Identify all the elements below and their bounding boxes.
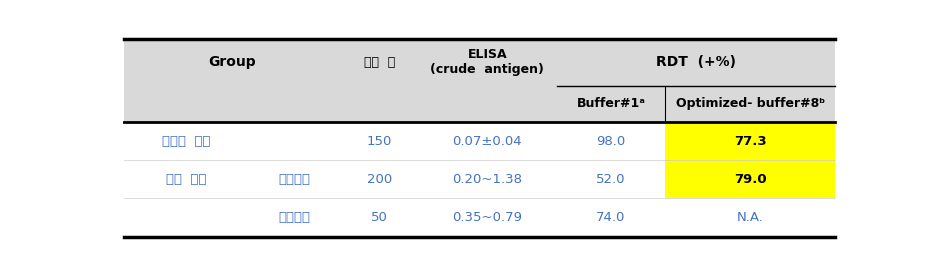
Bar bbox=[124, 198, 835, 237]
Bar bbox=[665, 122, 835, 160]
Text: 고유행지: 고유행지 bbox=[278, 211, 310, 224]
Text: RDT  (+%): RDT (+%) bbox=[656, 55, 736, 69]
Text: 혈청  수: 혈청 수 bbox=[363, 56, 395, 69]
Bar bbox=[124, 39, 835, 122]
Text: 0.07±0.04: 0.07±0.04 bbox=[453, 135, 522, 148]
Text: ELISA
(crude  antigen): ELISA (crude antigen) bbox=[431, 48, 545, 76]
Text: 98.0: 98.0 bbox=[596, 135, 625, 148]
Text: 일반인  혈청: 일반인 혈청 bbox=[162, 135, 211, 148]
Text: 77.3: 77.3 bbox=[734, 135, 767, 148]
Text: 표준혈청: 표준혈청 bbox=[278, 173, 310, 186]
Text: 79.0: 79.0 bbox=[734, 173, 767, 186]
Text: 0.20~1.38: 0.20~1.38 bbox=[452, 173, 522, 186]
Text: 양성  혈청: 양성 혈청 bbox=[166, 173, 206, 186]
Bar bbox=[124, 122, 835, 160]
Bar bbox=[665, 160, 835, 198]
Text: 52.0: 52.0 bbox=[596, 173, 626, 186]
Text: 150: 150 bbox=[367, 135, 392, 148]
Text: 0.35~0.79: 0.35~0.79 bbox=[452, 211, 522, 224]
Text: Buffer#1ᵃ: Buffer#1ᵃ bbox=[577, 97, 646, 110]
Text: 200: 200 bbox=[367, 173, 392, 186]
Text: Group: Group bbox=[209, 55, 256, 69]
Text: 74.0: 74.0 bbox=[596, 211, 626, 224]
Text: 50: 50 bbox=[371, 211, 388, 224]
Bar bbox=[124, 160, 835, 198]
Text: Optimized- buffer#8ᵇ: Optimized- buffer#8ᵇ bbox=[676, 97, 825, 110]
Text: N.A.: N.A. bbox=[737, 211, 764, 224]
